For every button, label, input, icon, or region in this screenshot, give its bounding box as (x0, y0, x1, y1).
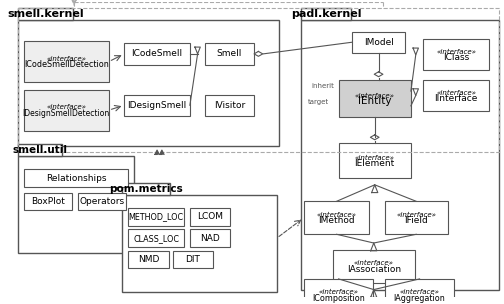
Text: «interface»: «interface» (436, 90, 476, 96)
Bar (122, 195, 277, 292)
Text: «interface»: «interface» (46, 104, 86, 110)
Text: «interface»: «interface» (436, 49, 476, 55)
Text: Relationships: Relationships (46, 174, 106, 182)
Text: IEntity: IEntity (358, 96, 392, 106)
Text: target: target (307, 99, 329, 105)
Bar (301, 8, 351, 20)
Text: IElement: IElement (355, 159, 395, 168)
Bar (24, 169, 128, 187)
Text: «interface»: «interface» (46, 56, 86, 62)
Bar (18, 8, 73, 20)
Text: Smell: Smell (217, 49, 242, 58)
Text: smell.kernel: smell.kernel (7, 9, 84, 19)
Text: «interface»: «interface» (355, 93, 395, 98)
Text: «interface»: «interface» (355, 155, 395, 161)
Text: IAssociation: IAssociation (347, 265, 401, 274)
Text: Operators: Operators (80, 197, 124, 206)
Bar (18, 20, 279, 146)
Bar (339, 143, 411, 178)
Bar (385, 279, 454, 304)
Text: IAggregation: IAggregation (394, 294, 446, 303)
Text: smell.util: smell.util (13, 145, 68, 155)
Text: padl.kernel: padl.kernel (291, 9, 361, 19)
Bar (24, 41, 109, 82)
Bar (124, 43, 190, 64)
Text: «interface»: «interface» (400, 289, 439, 295)
Bar (339, 80, 411, 117)
Text: BoxPlot: BoxPlot (31, 197, 65, 206)
Bar (18, 8, 499, 152)
Bar (128, 230, 184, 247)
Bar (423, 80, 489, 111)
Bar (385, 201, 448, 234)
Bar (304, 201, 369, 234)
Text: «interface»: «interface» (396, 212, 436, 218)
Text: IField: IField (404, 216, 428, 225)
Bar (122, 183, 170, 195)
Bar (172, 251, 213, 268)
Text: ICodeSmellDetection: ICodeSmellDetection (24, 60, 109, 69)
Bar (190, 208, 230, 226)
Bar (205, 43, 254, 64)
Bar (18, 156, 134, 253)
Text: «interface»: «interface» (319, 289, 358, 295)
Bar (301, 20, 499, 290)
Bar (205, 95, 254, 116)
Text: «interface»: «interface» (354, 261, 394, 266)
Bar (128, 208, 184, 226)
Bar (304, 279, 373, 304)
Text: NMD: NMD (138, 255, 159, 264)
Text: LCOM: LCOM (197, 212, 223, 221)
Bar (24, 192, 72, 210)
Text: IInterface: IInterface (434, 94, 478, 103)
Bar (352, 32, 405, 53)
Bar (190, 230, 230, 247)
Text: IModel: IModel (364, 38, 394, 47)
Bar (78, 192, 126, 210)
Bar (333, 250, 415, 283)
Text: pom.metrics: pom.metrics (109, 184, 183, 194)
Bar (18, 144, 62, 156)
Bar (124, 95, 190, 116)
Text: IVisitor: IVisitor (214, 101, 245, 110)
Text: IDesignSmell: IDesignSmell (128, 101, 186, 110)
Bar (24, 90, 109, 130)
Text: METHOD_LOC: METHOD_LOC (129, 212, 183, 221)
Text: inherit: inherit (311, 83, 334, 89)
Text: IMethod: IMethod (319, 216, 355, 225)
Text: IClass: IClass (443, 53, 469, 62)
Text: ICodeSmell: ICodeSmell (132, 49, 182, 58)
Text: IComposition: IComposition (312, 294, 365, 303)
Text: DIT: DIT (185, 255, 200, 264)
Text: NAD: NAD (200, 234, 220, 243)
Text: CLASS_LOC: CLASS_LOC (133, 234, 179, 243)
Bar (423, 39, 489, 70)
Text: «interface»: «interface» (317, 212, 357, 218)
Text: IDesignSmellDetection: IDesignSmellDetection (23, 109, 110, 118)
Bar (128, 251, 169, 268)
